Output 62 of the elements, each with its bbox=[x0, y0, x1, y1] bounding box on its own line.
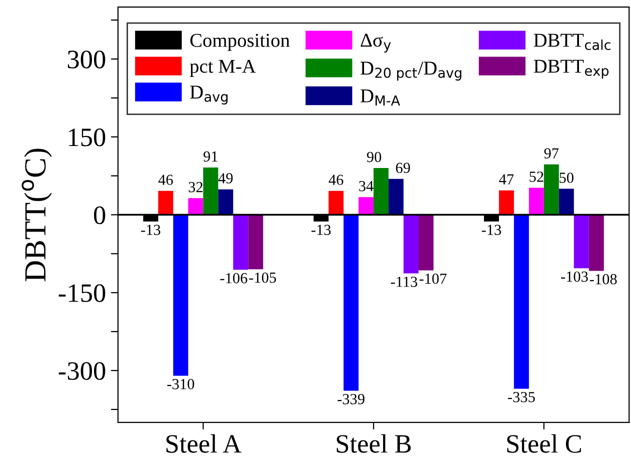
bar bbox=[248, 214, 264, 270]
y-tick-label: -150 bbox=[58, 284, 106, 302]
legend-label: pct M-A bbox=[190, 60, 256, 77]
legend-label: Composition bbox=[190, 34, 290, 51]
bar bbox=[574, 214, 589, 268]
data-label: 34 bbox=[359, 180, 374, 192]
bar bbox=[188, 198, 204, 215]
bar bbox=[218, 189, 234, 215]
data-label: 69 bbox=[396, 162, 410, 174]
x-tick-label: Steel B bbox=[336, 434, 411, 453]
legend-label: DBTT$_{calc}$ bbox=[534, 34, 610, 50]
legend-label: DBTT$_{exp}$ bbox=[534, 60, 609, 79]
data-label: 97 bbox=[544, 148, 559, 159]
bar bbox=[514, 214, 529, 389]
bar bbox=[588, 214, 604, 271]
bar bbox=[418, 214, 434, 270]
data-label: -335 bbox=[508, 392, 535, 402]
data-label: -13 bbox=[311, 224, 331, 236]
legend-label: D$_{20 pct}$/D$_{avg}$ bbox=[360, 62, 462, 81]
data-label: 52 bbox=[530, 172, 544, 182]
bar bbox=[404, 214, 419, 274]
y-axis-title: DBTT($^{o}$C) bbox=[22, 148, 52, 282]
data-label: -105 bbox=[249, 272, 276, 283]
bar bbox=[158, 190, 174, 215]
data-label: 49 bbox=[218, 173, 233, 184]
data-label: 46 bbox=[158, 174, 173, 185]
y-tick-label: -300 bbox=[58, 362, 106, 380]
bar bbox=[344, 214, 359, 391]
data-label: -13 bbox=[482, 224, 502, 236]
bar bbox=[173, 214, 188, 376]
data-label: -106 bbox=[220, 273, 248, 284]
legend-label: D$_{M-A}$ bbox=[360, 90, 400, 106]
data-label: 91 bbox=[204, 151, 218, 162]
bar bbox=[233, 214, 248, 270]
x-tick-label: Steel A bbox=[166, 434, 242, 453]
data-label: 50 bbox=[560, 172, 574, 183]
x-tick-label: Steel C bbox=[507, 434, 581, 453]
bar bbox=[528, 188, 544, 215]
data-label: -113 bbox=[390, 276, 418, 287]
legend-label: Δσ$_{y}$ bbox=[360, 34, 391, 53]
bar bbox=[558, 188, 574, 215]
data-label: 32 bbox=[188, 182, 202, 192]
bar bbox=[498, 190, 514, 215]
data-label: -107 bbox=[420, 274, 447, 284]
bar bbox=[544, 164, 559, 215]
data-label: -103 bbox=[561, 271, 588, 282]
data-label: -310 bbox=[167, 378, 194, 390]
legend-label: D$_{avg}$ bbox=[190, 86, 228, 105]
bar bbox=[358, 197, 374, 215]
data-label: -108 bbox=[590, 274, 617, 284]
data-label: 46 bbox=[328, 174, 344, 185]
data-label: -339 bbox=[338, 394, 364, 404]
bar bbox=[388, 178, 404, 215]
y-tick-label: 0 bbox=[94, 206, 106, 224]
y-tick-label: 150 bbox=[68, 128, 106, 146]
bar bbox=[203, 168, 218, 215]
data-label: 90 bbox=[366, 152, 382, 162]
bar bbox=[328, 190, 344, 215]
data-label: 47 bbox=[499, 174, 514, 184]
y-tick-label: 300 bbox=[68, 50, 106, 68]
data-label: -13 bbox=[141, 224, 160, 236]
bar bbox=[374, 168, 389, 215]
